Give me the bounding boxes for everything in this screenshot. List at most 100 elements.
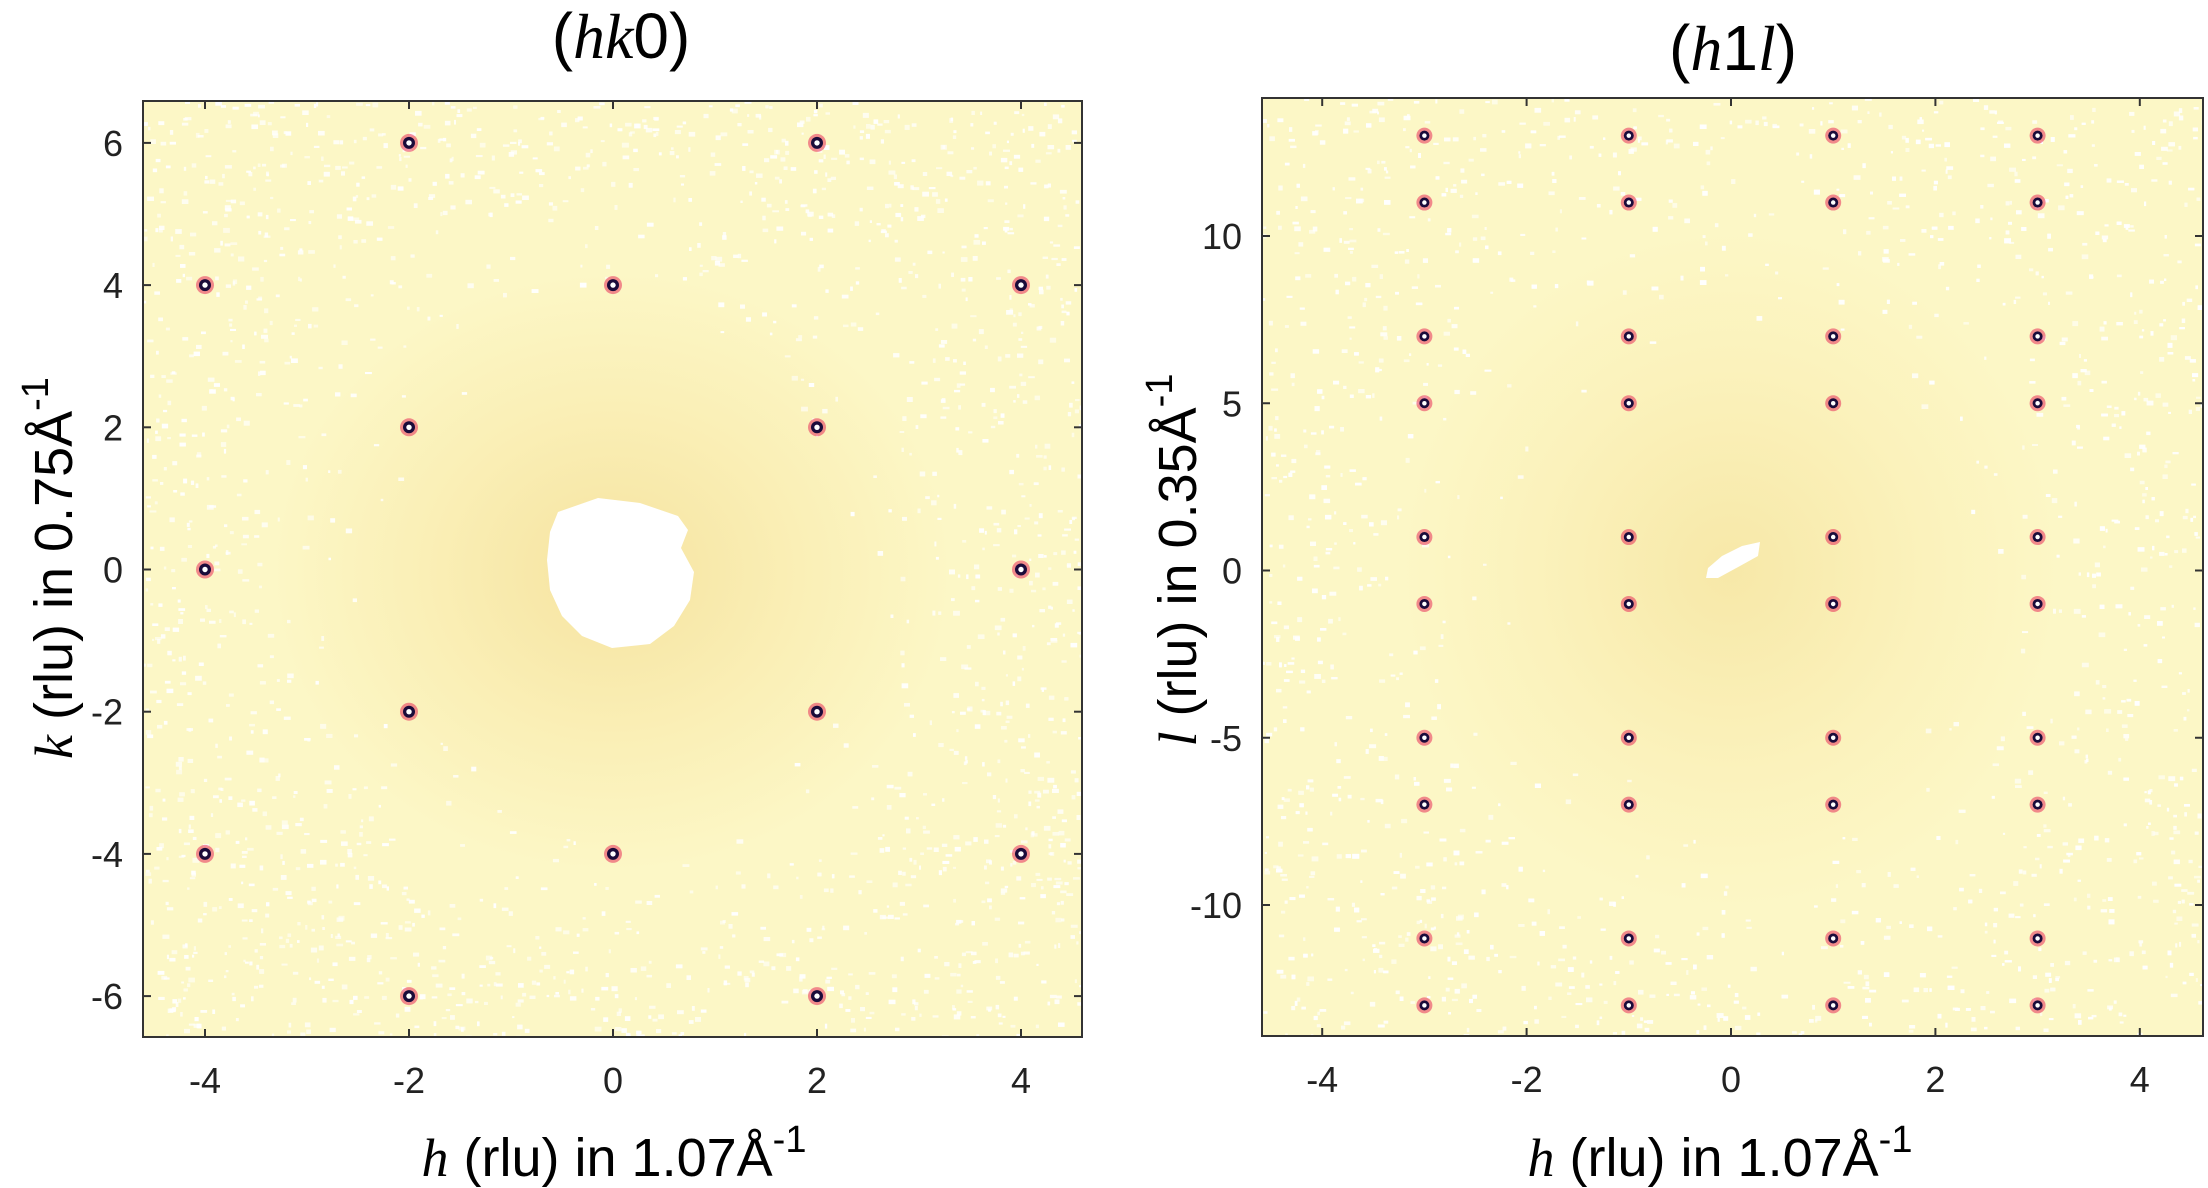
noise-speckle [365, 372, 372, 375]
noise-speckle [955, 427, 960, 431]
noise-speckle [418, 122, 423, 127]
noise-speckle [2174, 922, 2178, 925]
noise-speckle [2160, 128, 2167, 134]
noise-speckle [1269, 601, 1273, 604]
noise-speckle [1021, 495, 1026, 498]
noise-speckle [1329, 591, 1337, 596]
noise-speckle [387, 226, 395, 229]
noise-speckle [1990, 1010, 1995, 1014]
noise-speckle [605, 973, 609, 978]
noise-speckle [1323, 498, 1331, 504]
noise-speckle [1321, 679, 1326, 683]
noise-speckle [1383, 305, 1388, 311]
noise-speckle [1310, 210, 1316, 214]
noise-speckle [906, 828, 911, 834]
noise-speckle [2070, 115, 2074, 120]
noise-speckle [938, 611, 942, 615]
noise-speckle [1264, 868, 1269, 872]
noise-speckle [293, 791, 298, 794]
noise-speckle [806, 927, 812, 932]
noise-speckle [888, 509, 892, 513]
noise-speckle [1945, 1022, 1948, 1028]
noise-speckle [907, 771, 913, 777]
noise-speckle [1586, 997, 1593, 1003]
noise-speckle [1057, 809, 1064, 814]
noise-speckle [189, 354, 194, 358]
noise-speckle [2095, 231, 2100, 235]
noise-speckle [1615, 971, 1620, 974]
bragg-spot--1-1--5 [1620, 729, 1637, 746]
noise-speckle [220, 787, 224, 791]
noise-speckle [1551, 171, 1555, 176]
noise-speckle [908, 271, 913, 274]
noise-speckle [209, 620, 216, 624]
noise-speckle [1021, 667, 1024, 671]
noise-speckle [2021, 574, 2027, 580]
noise-speckle [314, 980, 321, 984]
noise-speckle [902, 871, 906, 876]
noise-speckle [1451, 998, 1458, 1002]
noise-speckle [973, 240, 981, 245]
noise-speckle [655, 131, 659, 136]
noise-speckle [515, 200, 522, 204]
noise-speckle [1334, 742, 1337, 747]
noise-speckle [1528, 898, 1535, 903]
noise-speckle [1455, 250, 1459, 254]
noise-speckle [2162, 119, 2167, 123]
noise-speckle [1306, 982, 1310, 986]
noise-speckle [2067, 168, 2073, 174]
noise-speckle [805, 789, 810, 794]
noise-speckle [1992, 135, 1998, 138]
noise-speckle [2139, 480, 2145, 485]
noise-speckle [495, 983, 503, 987]
noise-speckle [257, 664, 264, 668]
noise-speckle [341, 340, 348, 345]
noise-speckle [1508, 837, 1515, 840]
noise-speckle [818, 159, 824, 163]
noise-speckle [2020, 648, 2026, 654]
noise-speckle [892, 987, 898, 993]
noise-speckle [359, 825, 363, 829]
noise-speckle [1356, 198, 1363, 204]
noise-speckle [455, 1025, 460, 1030]
noise-speckle [1994, 110, 1997, 115]
noise-speckle [287, 933, 292, 938]
noise-speckle [1937, 1013, 1942, 1019]
noise-speckle [1044, 184, 1049, 189]
noise-speckle [146, 438, 149, 443]
noise-speckle [886, 805, 892, 810]
noise-speckle [303, 398, 308, 402]
noise-speckle [900, 217, 904, 222]
noise-speckle [145, 708, 149, 712]
noise-speckle [992, 144, 996, 149]
noise-speckle [1012, 860, 1017, 865]
noise-speckle [2064, 960, 2071, 966]
noise-speckle [1384, 733, 1388, 736]
noise-speckle [1699, 280, 1707, 285]
noise-speckle [2092, 107, 2096, 112]
noise-speckle [1330, 664, 1334, 670]
noise-speckle [987, 772, 992, 777]
noise-speckle [300, 849, 307, 854]
noise-speckle [996, 277, 1001, 280]
noise-speckle [1034, 799, 1040, 802]
noise-speckle [263, 259, 268, 263]
noise-speckle [799, 974, 806, 979]
noise-speckle [2102, 899, 2107, 902]
noise-speckle [1474, 912, 1479, 918]
noise-speckle [145, 786, 150, 789]
noise-speckle [1661, 950, 1666, 955]
noise-speckle [243, 420, 250, 426]
noise-speckle [871, 797, 875, 801]
noise-speckle [1000, 866, 1004, 871]
noise-speckle [2106, 858, 2112, 862]
noise-speckle [1349, 469, 1356, 472]
noise-speckle [1278, 934, 1285, 938]
noise-speckle [2056, 554, 2060, 558]
noise-speckle [223, 448, 227, 454]
noise-speckle [859, 130, 865, 133]
noise-speckle [1976, 278, 1980, 282]
noise-speckle [2163, 254, 2169, 257]
noise-speckle [287, 896, 293, 899]
noise-speckle [192, 954, 195, 958]
